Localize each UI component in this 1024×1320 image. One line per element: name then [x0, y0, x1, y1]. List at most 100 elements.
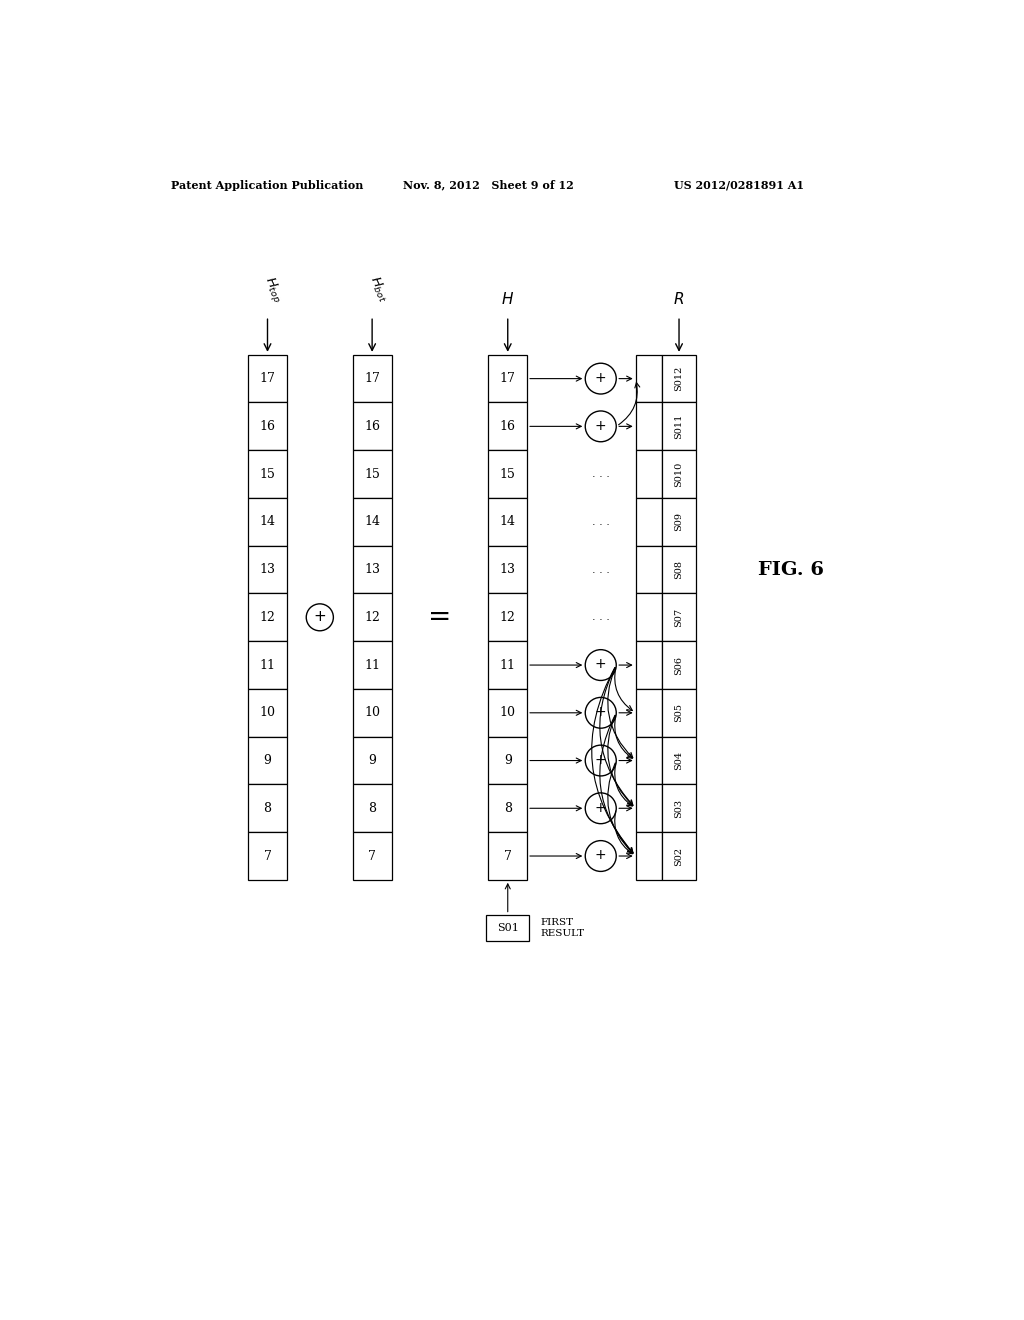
Text: 9: 9 — [263, 754, 271, 767]
Text: . . .: . . . — [592, 565, 609, 574]
Bar — [488, 403, 527, 450]
Bar — [662, 689, 696, 737]
Bar — [636, 689, 662, 737]
Bar — [486, 915, 529, 941]
Bar — [248, 642, 287, 689]
Bar — [248, 545, 287, 594]
Text: 12: 12 — [259, 611, 275, 624]
Bar — [352, 689, 391, 737]
Text: . . .: . . . — [592, 517, 609, 527]
Bar — [662, 832, 696, 880]
Text: S08: S08 — [675, 560, 684, 579]
Text: +: + — [313, 609, 327, 624]
Bar — [636, 737, 662, 784]
Bar — [352, 450, 391, 498]
Text: S09: S09 — [675, 512, 684, 532]
Text: Nov. 8, 2012   Sheet 9 of 12: Nov. 8, 2012 Sheet 9 of 12 — [403, 180, 573, 191]
Bar — [662, 642, 696, 689]
Text: S03: S03 — [675, 799, 684, 818]
Bar — [662, 737, 696, 784]
Text: 13: 13 — [365, 564, 380, 576]
Bar — [352, 737, 391, 784]
Bar — [636, 498, 662, 545]
Text: $\it{R}$: $\it{R}$ — [674, 292, 685, 308]
Text: 15: 15 — [500, 467, 516, 480]
Bar — [636, 545, 662, 594]
Bar — [248, 832, 287, 880]
Bar — [488, 355, 527, 403]
Text: S011: S011 — [675, 413, 684, 440]
Text: 7: 7 — [369, 850, 376, 862]
Text: 8: 8 — [263, 801, 271, 814]
Bar — [636, 832, 662, 880]
Bar — [352, 355, 391, 403]
Text: US 2012/0281891 A1: US 2012/0281891 A1 — [675, 180, 805, 191]
Text: S010: S010 — [675, 462, 684, 487]
Text: S02: S02 — [675, 846, 684, 866]
Bar — [488, 498, 527, 545]
Bar — [636, 450, 662, 498]
Circle shape — [586, 744, 616, 776]
Bar — [352, 594, 391, 642]
Circle shape — [586, 841, 616, 871]
Text: +: + — [595, 418, 606, 433]
Text: +: + — [595, 849, 606, 862]
Text: FIG. 6: FIG. 6 — [758, 561, 823, 578]
Text: +: + — [595, 705, 606, 719]
Text: 9: 9 — [369, 754, 376, 767]
Bar — [662, 450, 696, 498]
Bar — [248, 403, 287, 450]
Bar — [488, 832, 527, 880]
Bar — [248, 784, 287, 832]
Text: S06: S06 — [675, 656, 684, 675]
Circle shape — [586, 649, 616, 681]
Text: FIRST
RESULT: FIRST RESULT — [541, 919, 585, 937]
Text: $\it{H}_{top}$: $\it{H}_{top}$ — [260, 273, 287, 305]
Text: 13: 13 — [500, 564, 516, 576]
Text: +: + — [595, 752, 606, 767]
Text: $\it{H}$: $\it{H}$ — [501, 292, 514, 308]
Text: Patent Application Publication: Patent Application Publication — [171, 180, 362, 191]
Text: 14: 14 — [259, 515, 275, 528]
Text: +: + — [595, 371, 606, 385]
Text: 11: 11 — [259, 659, 275, 672]
Bar — [248, 498, 287, 545]
Text: 11: 11 — [365, 659, 380, 672]
Text: 11: 11 — [500, 659, 516, 672]
Circle shape — [586, 793, 616, 824]
Bar — [662, 545, 696, 594]
Text: . . .: . . . — [592, 469, 609, 479]
Bar — [662, 594, 696, 642]
Circle shape — [306, 603, 334, 631]
Text: 16: 16 — [259, 420, 275, 433]
Bar — [636, 642, 662, 689]
Bar — [488, 642, 527, 689]
Text: 14: 14 — [500, 515, 516, 528]
Text: =: = — [428, 603, 452, 631]
Bar — [636, 784, 662, 832]
Bar — [662, 784, 696, 832]
Bar — [248, 689, 287, 737]
Text: +: + — [595, 657, 606, 672]
Circle shape — [586, 697, 616, 729]
Circle shape — [586, 411, 616, 442]
Text: S012: S012 — [675, 366, 684, 391]
Bar — [488, 545, 527, 594]
Text: S07: S07 — [675, 607, 684, 627]
Bar — [248, 594, 287, 642]
Bar — [636, 403, 662, 450]
Text: 16: 16 — [365, 420, 380, 433]
Text: S04: S04 — [675, 751, 684, 770]
Circle shape — [586, 363, 616, 395]
Text: 10: 10 — [259, 706, 275, 719]
Bar — [488, 689, 527, 737]
Text: 15: 15 — [365, 467, 380, 480]
Bar — [248, 737, 287, 784]
Text: +: + — [595, 800, 606, 814]
Bar — [352, 642, 391, 689]
Text: 15: 15 — [259, 467, 275, 480]
Text: 8: 8 — [504, 801, 512, 814]
Bar — [488, 784, 527, 832]
Text: 7: 7 — [504, 850, 512, 862]
Bar — [662, 498, 696, 545]
